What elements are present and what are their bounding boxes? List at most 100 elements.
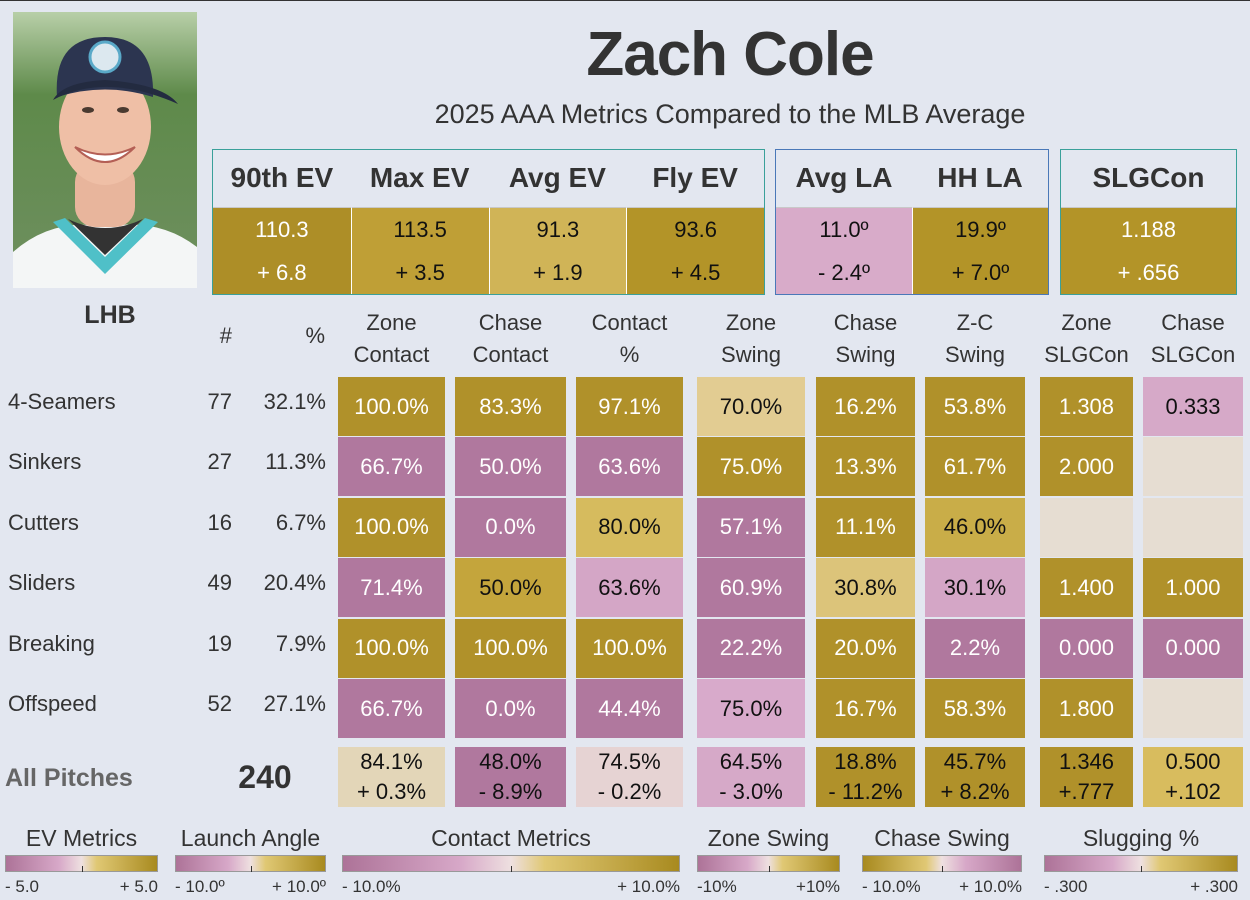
table-cell: 0.0%: [455, 679, 566, 738]
legend-max-label: + 10.0º: [272, 877, 326, 896]
player-photo: [13, 12, 197, 288]
total-cell: 1.346 +.777: [1040, 747, 1133, 807]
table-cell: 61.7%: [925, 437, 1025, 497]
metric-label: Fly EV: [652, 162, 738, 193]
pitch-type-label: 4-Seamers: [8, 389, 116, 414]
pitch-count: 19: [207, 630, 232, 656]
count-header: #: [219, 323, 232, 348]
table-cell: 75.0%: [697, 679, 805, 738]
table-cell: 57.1%: [697, 497, 805, 557]
legend-title: EV Metrics: [25, 825, 138, 851]
batter-hand: LHB: [84, 301, 136, 329]
column-header-line: Zone: [1061, 310, 1112, 335]
pitch-type-label: Breaking: [8, 630, 95, 656]
column-header-line: Swing: [835, 342, 896, 367]
total-value: 84.1%: [360, 749, 423, 774]
total-diff: +.102: [1165, 779, 1221, 804]
total-cell: 45.7% + 8.2%: [925, 747, 1025, 807]
metric-label: Avg LA: [795, 162, 893, 193]
metric-diff: + 7.0º: [951, 260, 1010, 285]
legend-midpoint-tick: [942, 866, 943, 872]
legend-title: Chase Swing: [874, 825, 1010, 851]
legend-max-label: + 10.0%: [617, 877, 680, 896]
table-cell: 71.4%: [338, 558, 445, 618]
legend-min-label: - .300: [1044, 877, 1088, 896]
metric-value-cell: 110.3 + 6.8: [213, 207, 351, 294]
table-cell: 1.000: [1143, 558, 1243, 618]
pitch-pct: 27.1%: [263, 691, 326, 716]
legend-max-label: + 10.0%: [959, 877, 1022, 896]
metric-box: 90th EV 110.3 + 6.8 Max EV 113.5 + 3.5 Avg EV 9…: [212, 149, 765, 295]
legend-title: Launch Angle: [180, 825, 321, 851]
legend-midpoint-tick: [1141, 866, 1142, 872]
metric-diff: + 3.5: [395, 260, 445, 285]
legend-max-label: +10%: [796, 877, 840, 896]
table-cell: [1143, 679, 1243, 738]
column-header-line: Zone: [366, 310, 417, 335]
pitch-pct: 32.1%: [263, 389, 326, 414]
page-subtitle: 2025 AAA Metrics Compared to the MLB Ave…: [434, 99, 1026, 129]
metric-label: 90th EV: [230, 162, 334, 193]
column-header: Z-C Swing: [915, 307, 1035, 371]
metric-value-cell: 93.6 + 4.5: [626, 207, 764, 294]
pitch-count: 52: [207, 691, 232, 716]
pitch-count: 49: [207, 570, 232, 596]
table-cell: 100.0%: [455, 618, 566, 678]
legend-min-label: - 10.0º: [175, 877, 225, 896]
legend-max-label: + 5.0: [119, 877, 158, 896]
legend-color-bar: [5, 855, 158, 872]
legend-title: Slugging %: [1082, 825, 1200, 851]
table-cell: 66.7%: [338, 679, 445, 738]
table-cell: 100.0%: [338, 497, 445, 557]
metric-label: Avg EV: [508, 162, 606, 193]
legend-midpoint-tick: [250, 866, 252, 872]
total-diff: - 8.9%: [478, 779, 543, 804]
metric-box: SLGCon 1.188 + .656: [1060, 149, 1237, 295]
column-header: Zone Contact: [328, 307, 455, 371]
table-cell: 97.1%: [576, 377, 683, 436]
table-cell: 16.2%: [816, 377, 915, 436]
metric-label: SLGCon: [1092, 162, 1205, 193]
metric-value: 93.6: [674, 217, 718, 242]
legend-midpoint-tick: [511, 866, 512, 872]
table-cell: 0.000: [1040, 618, 1133, 678]
table-cell: 70.0%: [697, 377, 805, 436]
column-header: Contact%: [566, 307, 693, 371]
table-cell: 20.0%: [816, 618, 915, 678]
metric-diff: + 1.9: [533, 260, 583, 285]
total-value: 1.346: [1058, 749, 1115, 774]
total-diff: - 3.0%: [719, 779, 783, 804]
table-cell: 100.0%: [338, 618, 445, 678]
metric-value: 1.188: [1120, 217, 1177, 242]
column-header-line: Chase: [478, 310, 543, 335]
column-header: Chase Swing: [806, 307, 925, 371]
metric-value-cell: 11.0º - 2.4º: [776, 207, 912, 294]
table-cell: 2.2%: [925, 618, 1025, 678]
table-cell: 44.4%: [576, 679, 683, 738]
total-diff: - 0.2%: [597, 779, 662, 804]
total-value: 48.0%: [479, 749, 542, 774]
column-header-line: Swing: [721, 342, 781, 367]
total-diff: +.777: [1058, 779, 1115, 804]
column-header-line: Contact: [353, 342, 430, 367]
legend-midpoint-tick: [81, 866, 83, 872]
table-cell: 1.308: [1040, 377, 1133, 436]
column-header-line: %: [619, 342, 640, 367]
pitch-type-label: Offspeed: [8, 691, 97, 716]
column-header: Chase SLGCon: [1133, 307, 1250, 371]
total-diff: + 8.2%: [940, 779, 1010, 804]
metric-diff: + 6.8: [257, 260, 307, 285]
legend-color-bar: [697, 855, 840, 872]
total-diff: - 11.2%: [828, 779, 903, 804]
table-cell: 0.000: [1143, 618, 1243, 678]
total-cell: 74.5% - 0.2%: [576, 747, 683, 807]
metric-diff: + .656: [1117, 260, 1180, 285]
table-cell: 46.0%: [925, 497, 1025, 557]
column-header-line: Contact: [591, 310, 668, 335]
table-cell: 1.400: [1040, 558, 1133, 618]
legend-title: Zone Swing: [707, 825, 830, 851]
legend-midpoint-tick: [768, 866, 770, 872]
table-cell: 0.333: [1143, 377, 1243, 436]
table-cell: [1143, 437, 1243, 497]
table-cell: 16.7%: [816, 679, 915, 738]
